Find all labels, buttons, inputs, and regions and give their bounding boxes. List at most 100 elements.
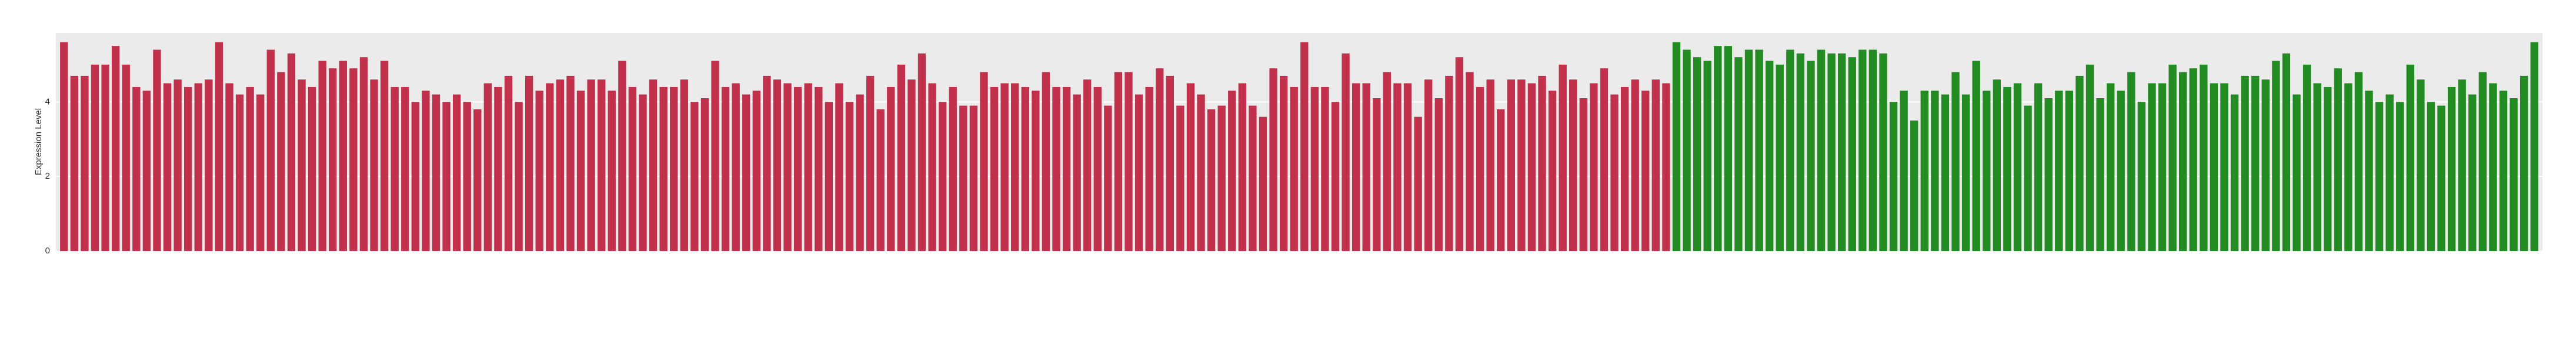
bar <box>1279 75 1288 251</box>
y-tick-label: 4 <box>45 96 50 106</box>
bar <box>359 57 368 251</box>
bar <box>1125 72 1133 251</box>
bar <box>2065 91 2074 252</box>
bar <box>1807 61 1815 252</box>
bar <box>969 105 978 251</box>
bar <box>1249 105 1257 251</box>
bar <box>1765 61 1774 252</box>
bar <box>1868 49 1877 252</box>
bar <box>1331 102 1340 251</box>
bar <box>432 94 441 251</box>
bar <box>1641 91 1650 252</box>
bar <box>2044 98 2053 251</box>
bar <box>2220 83 2228 251</box>
bar <box>1352 83 1360 251</box>
bar <box>2427 102 2435 251</box>
bar <box>1920 91 1928 252</box>
bar <box>845 102 854 251</box>
bar <box>1910 121 1918 251</box>
bar <box>876 109 885 251</box>
bar <box>1228 91 1236 252</box>
bar <box>2178 72 2187 251</box>
bar <box>2354 72 2363 251</box>
bar <box>2417 79 2425 251</box>
bar <box>1796 53 1805 251</box>
bar <box>1755 49 1763 252</box>
bar <box>1900 91 1908 252</box>
bar <box>2096 98 2104 251</box>
bar <box>2251 75 2260 251</box>
bar <box>2034 83 2043 251</box>
bar <box>266 49 275 252</box>
bar <box>1269 68 1277 251</box>
bar <box>742 94 750 251</box>
y-tick-label: 0 <box>45 246 50 256</box>
bar <box>763 75 771 251</box>
bar <box>1000 83 1009 251</box>
bar <box>2127 72 2135 251</box>
bar <box>959 105 967 251</box>
y-tick-label: 2 <box>45 171 50 181</box>
bar <box>1683 49 1691 252</box>
bar <box>1342 53 1350 251</box>
bar <box>205 79 213 251</box>
bar <box>1931 91 1939 252</box>
bar <box>153 49 161 252</box>
bar <box>1559 64 1567 252</box>
bar <box>980 72 988 251</box>
bar <box>122 64 130 252</box>
bar <box>949 86 957 251</box>
bar <box>2510 98 2518 251</box>
bar <box>2468 94 2477 251</box>
bar <box>1631 79 1639 251</box>
bar <box>566 75 575 251</box>
bar <box>1434 98 1443 251</box>
bar <box>1714 46 1722 251</box>
bar <box>649 79 658 251</box>
bar <box>287 53 296 251</box>
bar <box>1858 49 1867 252</box>
bar <box>1238 83 1247 251</box>
bar <box>2261 79 2270 251</box>
bar <box>60 42 68 251</box>
bar <box>111 46 120 251</box>
bar <box>1786 49 1794 252</box>
bar <box>339 61 347 252</box>
bar <box>2303 64 2311 252</box>
bar <box>2478 72 2487 251</box>
bar <box>329 68 337 251</box>
bar <box>2530 42 2538 251</box>
bar <box>1166 75 1174 251</box>
bar <box>256 94 265 251</box>
bar <box>2293 94 2301 251</box>
bar <box>1620 86 1629 251</box>
bar <box>504 75 513 251</box>
bar <box>91 64 99 252</box>
bar <box>2396 102 2404 251</box>
bar <box>700 98 709 251</box>
bar <box>2365 91 2373 252</box>
bar <box>990 86 999 251</box>
bar <box>793 86 802 251</box>
bar <box>928 83 936 251</box>
bar <box>804 83 812 251</box>
bar <box>711 61 719 252</box>
bar <box>1879 53 1887 251</box>
bar <box>1414 116 1422 251</box>
bar <box>835 83 843 251</box>
bar <box>1207 109 1216 251</box>
bar <box>1093 86 1102 251</box>
bar <box>370 79 378 251</box>
bar <box>215 42 223 251</box>
bar <box>2313 83 2321 251</box>
bar <box>101 64 109 252</box>
bar <box>670 86 678 251</box>
bar <box>2003 86 2011 251</box>
bar <box>1476 86 1484 251</box>
bar <box>1951 72 1960 251</box>
bar <box>1827 53 1836 251</box>
bar <box>576 91 585 252</box>
bar <box>1062 86 1071 251</box>
bar <box>1383 72 1392 251</box>
bar <box>2013 83 2022 251</box>
